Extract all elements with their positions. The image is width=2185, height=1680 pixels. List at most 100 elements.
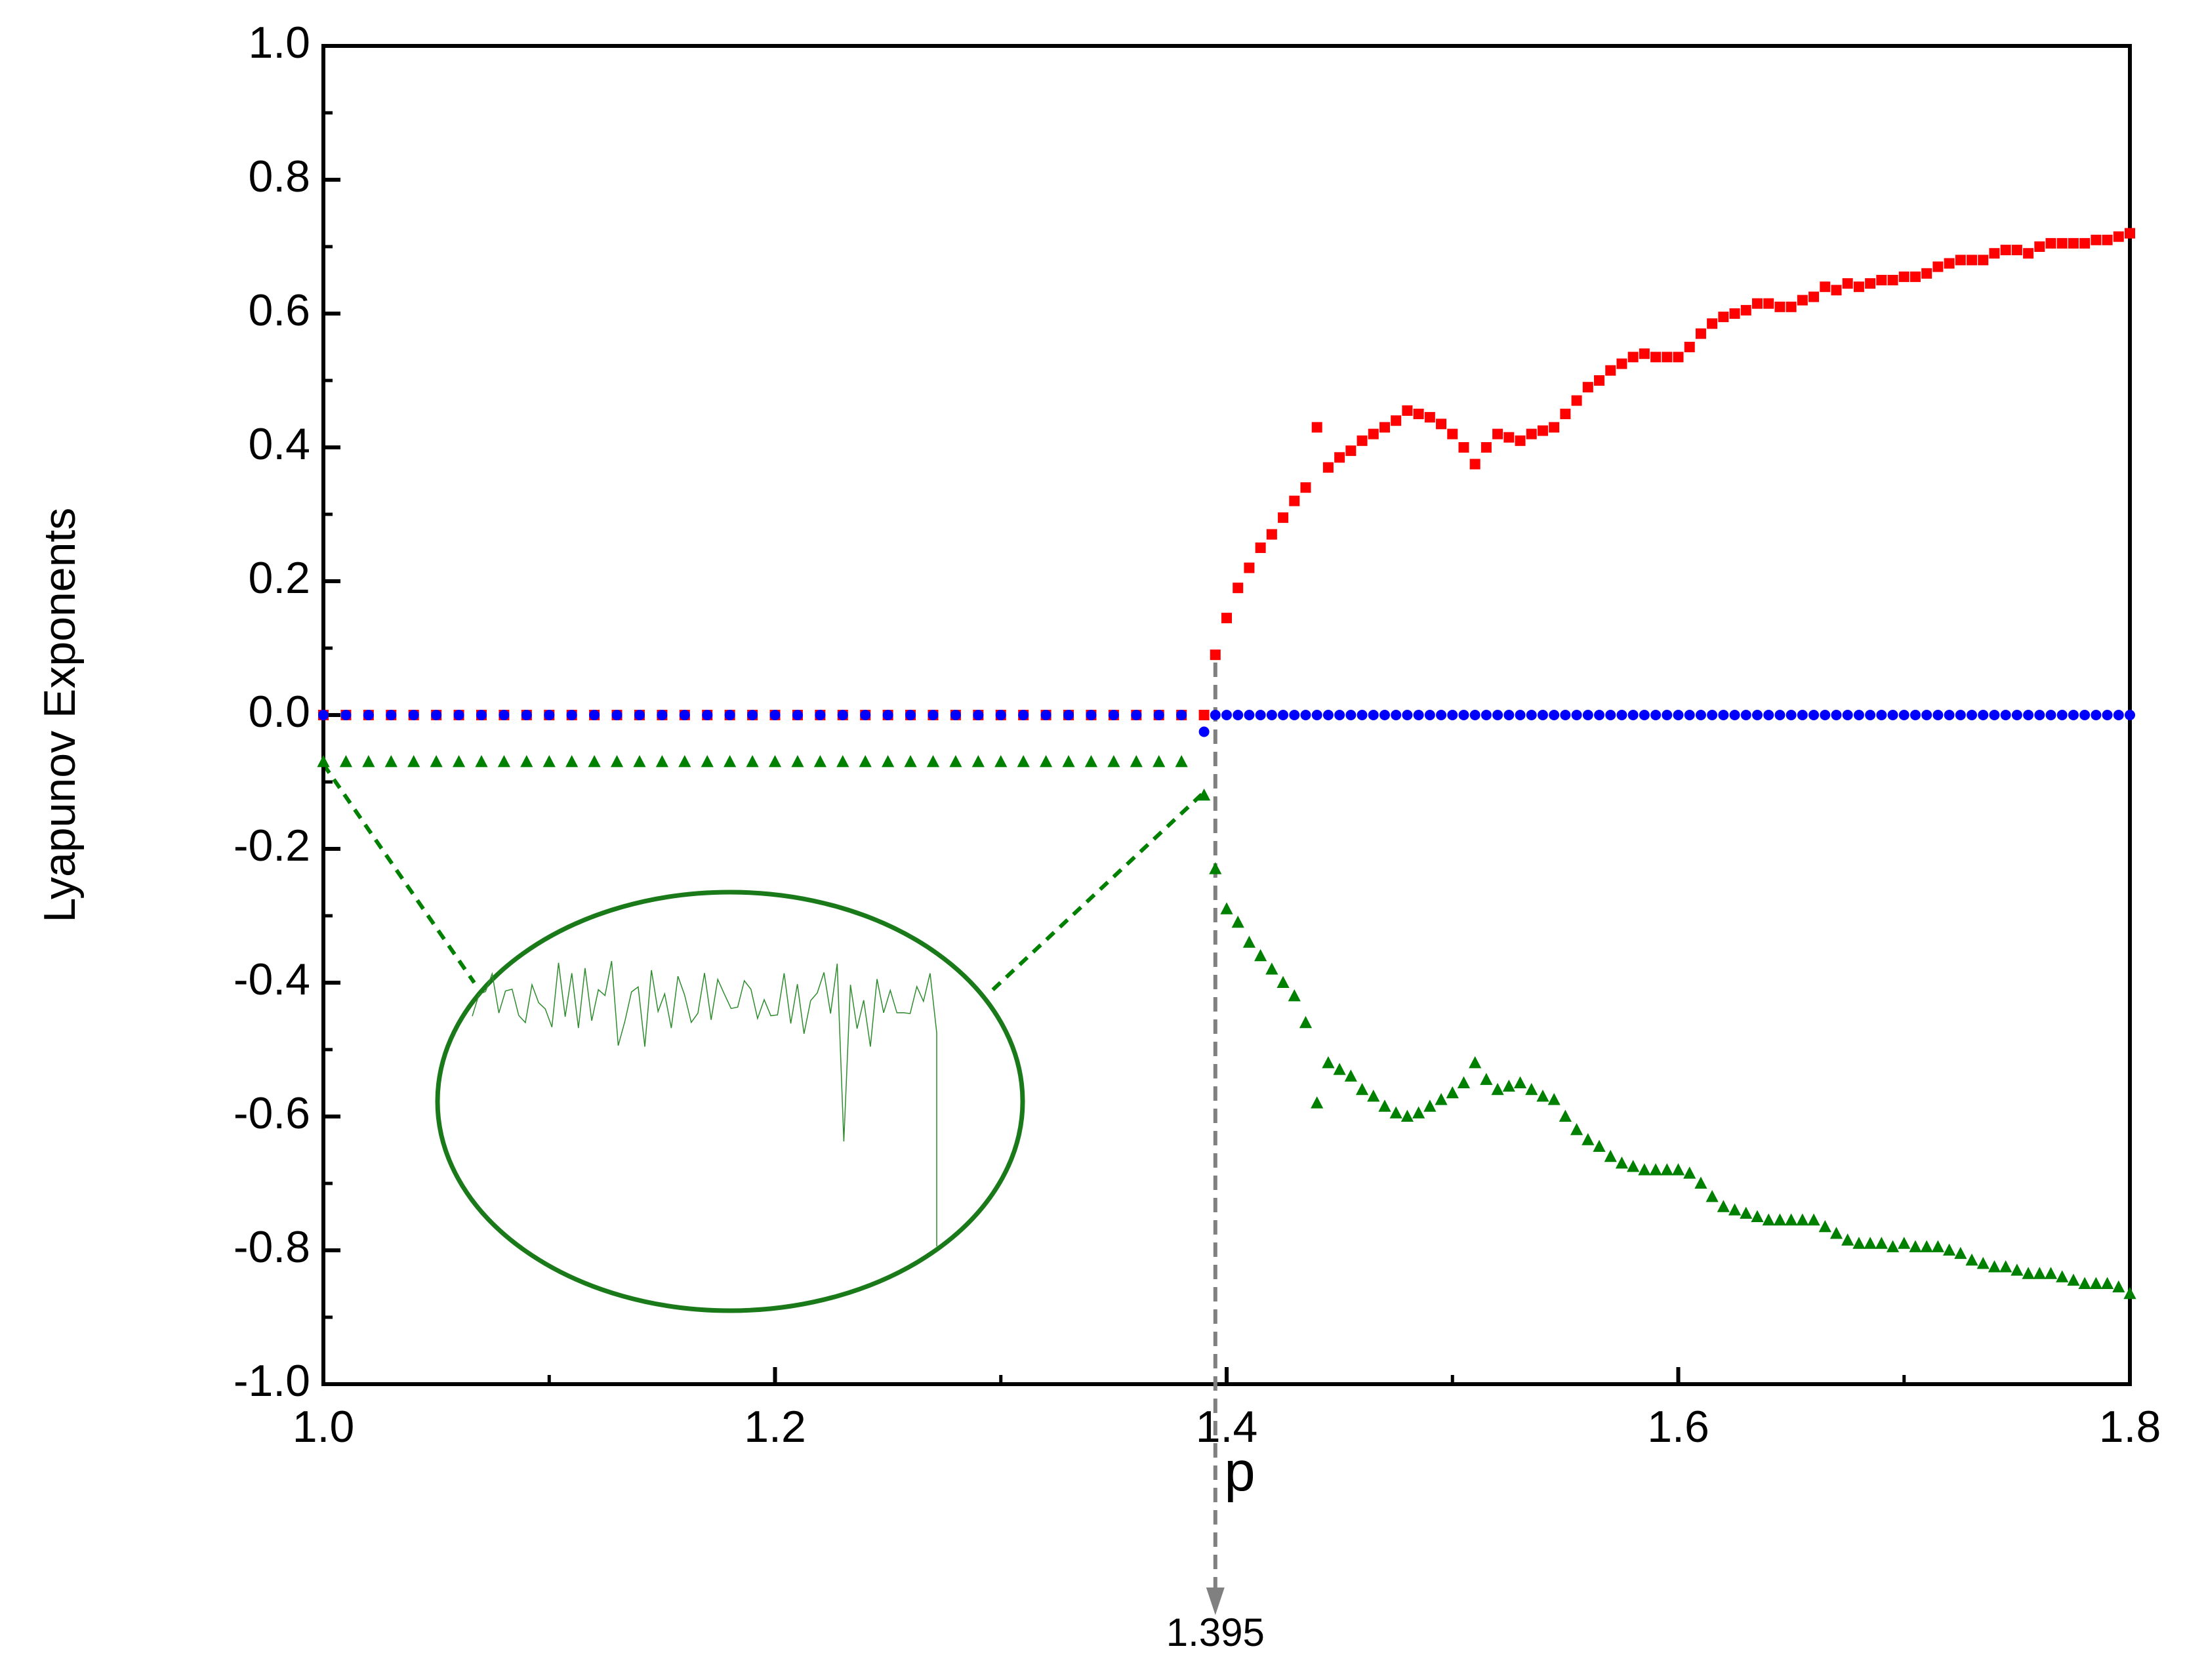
point bbox=[476, 710, 487, 720]
point bbox=[1785, 1213, 1798, 1226]
point bbox=[1571, 395, 1582, 406]
point bbox=[904, 755, 917, 768]
point bbox=[1638, 1163, 1651, 1176]
point bbox=[1954, 1246, 1967, 1260]
point bbox=[1786, 710, 1797, 720]
point bbox=[1605, 710, 1616, 720]
point bbox=[1582, 382, 1593, 393]
point bbox=[1344, 1069, 1357, 1082]
point bbox=[769, 710, 781, 720]
point bbox=[1662, 710, 1673, 720]
point bbox=[837, 710, 848, 720]
point bbox=[1537, 710, 1548, 720]
point bbox=[1740, 1206, 1753, 1219]
point bbox=[1718, 312, 1729, 323]
point bbox=[1943, 1243, 1956, 1256]
point bbox=[1379, 710, 1390, 720]
point bbox=[1311, 422, 1322, 433]
point bbox=[2078, 1277, 2091, 1289]
point bbox=[610, 755, 624, 768]
point bbox=[1300, 710, 1311, 720]
point bbox=[2068, 237, 2079, 249]
point bbox=[1130, 755, 1143, 768]
point bbox=[747, 710, 758, 720]
x-tick-label: 1.4 bbox=[1196, 1402, 1258, 1452]
point bbox=[634, 710, 645, 720]
point bbox=[905, 710, 916, 720]
point bbox=[1967, 255, 1978, 266]
point bbox=[1774, 710, 1786, 720]
point bbox=[2011, 1263, 2024, 1276]
point bbox=[1480, 1073, 1493, 1085]
point bbox=[950, 710, 961, 720]
point bbox=[657, 710, 668, 720]
point bbox=[949, 755, 962, 768]
point bbox=[2079, 237, 2091, 249]
point bbox=[1671, 1163, 1685, 1176]
point bbox=[1254, 949, 1267, 962]
point bbox=[1345, 445, 1357, 457]
point bbox=[1266, 529, 1277, 540]
point bbox=[1627, 710, 1639, 720]
point bbox=[1683, 1166, 1696, 1179]
point bbox=[1549, 710, 1560, 720]
point bbox=[1909, 710, 1921, 720]
critical-arrow bbox=[1206, 1588, 1225, 1615]
point bbox=[2034, 710, 2045, 720]
point bbox=[1515, 435, 1526, 446]
point bbox=[1197, 789, 1211, 801]
point bbox=[1751, 710, 1763, 720]
zoom-detail bbox=[472, 960, 937, 1246]
point bbox=[452, 755, 466, 768]
point bbox=[1040, 710, 1052, 720]
point bbox=[2044, 1267, 2058, 1279]
point bbox=[1853, 710, 1864, 720]
y-tick-label: -0.6 bbox=[234, 1088, 310, 1138]
point bbox=[1278, 512, 1289, 523]
y-tick-label: 1.0 bbox=[248, 18, 310, 68]
point bbox=[1875, 1237, 1888, 1249]
point bbox=[1909, 271, 1921, 282]
point bbox=[1582, 1133, 1595, 1145]
point bbox=[1289, 710, 1300, 720]
y-tick-label: 0.8 bbox=[248, 152, 310, 201]
point bbox=[2079, 710, 2091, 720]
point bbox=[1368, 710, 1379, 720]
point bbox=[1718, 710, 1729, 720]
point bbox=[1457, 1076, 1471, 1088]
point bbox=[1717, 1200, 1730, 1212]
point bbox=[2112, 1280, 2125, 1293]
critical-value-label: 1.395 bbox=[1166, 1610, 1265, 1654]
point bbox=[633, 755, 646, 768]
point bbox=[1976, 1257, 1990, 1269]
point bbox=[1876, 710, 1887, 720]
point bbox=[1423, 1099, 1437, 1112]
point bbox=[2067, 1273, 2080, 1286]
point bbox=[1367, 1090, 1380, 1102]
point bbox=[1751, 298, 1763, 309]
point bbox=[1999, 1260, 2012, 1273]
point bbox=[2000, 710, 2011, 720]
point bbox=[431, 710, 442, 720]
point bbox=[2113, 231, 2124, 242]
point bbox=[791, 755, 804, 768]
point bbox=[1391, 710, 1402, 720]
plot-area bbox=[317, 228, 2136, 1615]
point bbox=[860, 710, 871, 720]
point bbox=[1978, 255, 1989, 266]
point bbox=[1989, 248, 2000, 259]
point bbox=[1989, 710, 2000, 720]
point bbox=[1740, 304, 1751, 316]
point bbox=[1322, 710, 1334, 720]
point bbox=[1650, 710, 1662, 720]
point bbox=[340, 710, 352, 720]
point bbox=[973, 710, 984, 720]
y-tick-label: -0.2 bbox=[234, 821, 310, 871]
point bbox=[1525, 1082, 1538, 1096]
point bbox=[1560, 710, 1571, 720]
point bbox=[2011, 245, 2022, 256]
y-tick-label: 0.4 bbox=[248, 419, 310, 469]
y-tick-label: -0.8 bbox=[234, 1222, 310, 1272]
zoom-ellipse bbox=[435, 890, 1025, 1313]
point bbox=[1368, 428, 1379, 440]
